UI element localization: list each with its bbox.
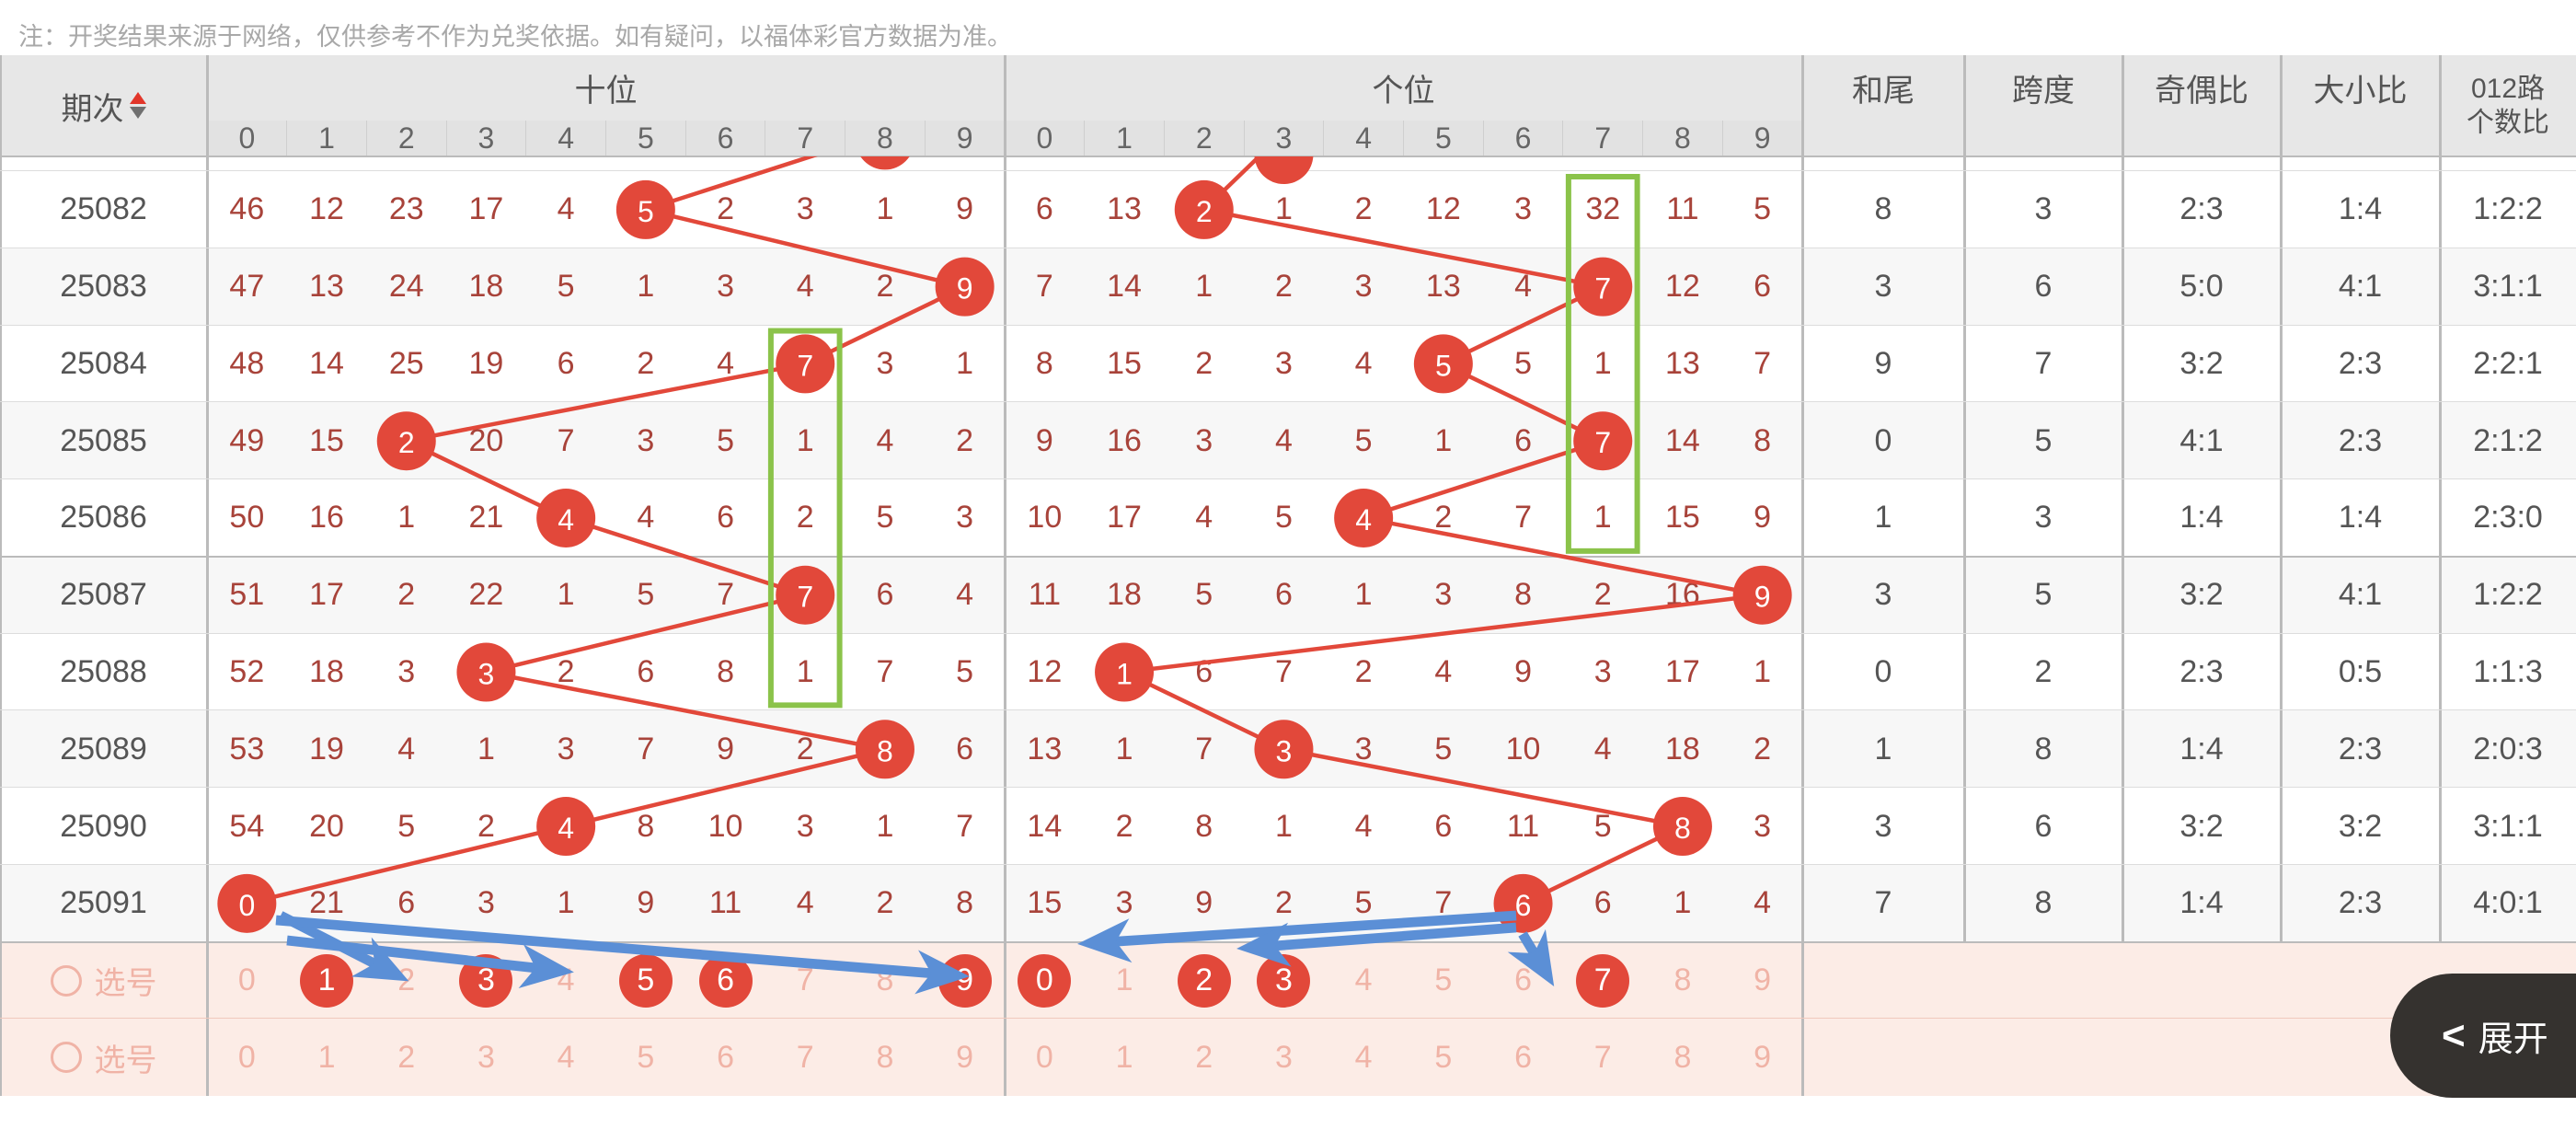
svg-text:8: 8	[1674, 812, 1691, 845]
svg-text:3: 3	[478, 658, 495, 691]
svg-text:4: 4	[1355, 503, 1372, 536]
svg-text:9: 9	[957, 272, 973, 305]
svg-text:6: 6	[1515, 889, 1532, 922]
svg-text:3: 3	[1276, 734, 1293, 767]
svg-text:5: 5	[638, 195, 654, 228]
svg-text:4: 4	[558, 812, 574, 845]
svg-text:7: 7	[797, 349, 813, 382]
svg-text:8: 8	[877, 734, 893, 767]
svg-text:2: 2	[398, 426, 415, 459]
svg-text:4: 4	[558, 503, 574, 536]
svg-text:1: 1	[1116, 658, 1133, 691]
svg-text:9: 9	[1754, 581, 1771, 614]
svg-text:5: 5	[1435, 349, 1452, 382]
svg-text:0: 0	[238, 889, 255, 922]
svg-text:7: 7	[1594, 426, 1611, 459]
svg-text:2: 2	[1196, 195, 1213, 228]
svg-text:7: 7	[797, 581, 813, 614]
svg-text:7: 7	[1594, 272, 1611, 305]
